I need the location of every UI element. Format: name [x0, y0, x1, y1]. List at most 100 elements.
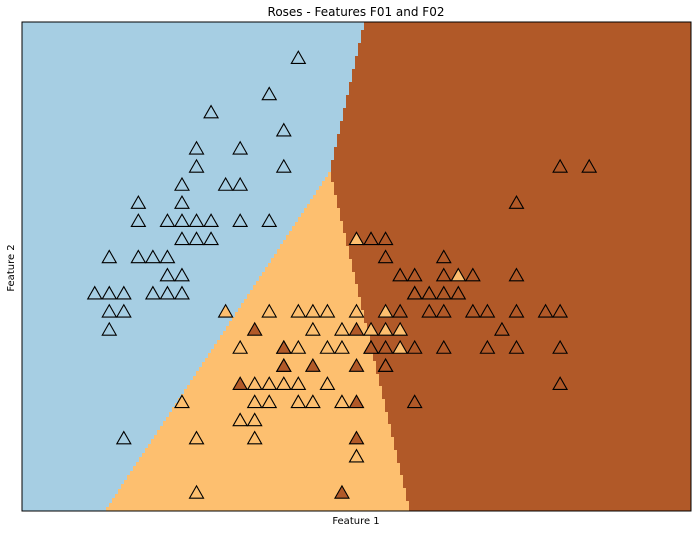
decision-region-class-1 — [346, 246, 349, 511]
data-point-class-0 — [159, 213, 176, 228]
decision-region-class-2 — [430, 22, 433, 511]
decision-region-class-2 — [433, 22, 436, 511]
data-point-class-1 — [348, 448, 365, 463]
decision-region-class-0 — [79, 22, 82, 511]
decision-region-class-0 — [70, 22, 73, 511]
decision-region-class-0 — [178, 22, 181, 398]
data-point-class-2 — [392, 267, 409, 282]
decision-region-class-0 — [190, 22, 193, 380]
data-point-class-0 — [174, 267, 190, 282]
data-point-class-1 — [290, 339, 307, 354]
data-point-class-0 — [188, 140, 205, 155]
decision-region-class-0 — [208, 22, 211, 353]
decision-region-class-1 — [391, 437, 394, 511]
decision-region-class-2 — [340, 121, 343, 221]
decision-region-class-0 — [250, 22, 253, 290]
decision-region-class-1 — [187, 385, 190, 511]
x-axis-label: Feature 1 — [332, 516, 379, 527]
data-point-class-1 — [188, 484, 205, 499]
data-point-class-2 — [232, 376, 249, 391]
decision-region-class-0 — [28, 22, 31, 511]
decision-region-class-0 — [352, 22, 355, 69]
decision-region-class-0 — [142, 22, 145, 453]
decision-region-class-1 — [112, 498, 115, 511]
data-point-class-2 — [508, 303, 525, 318]
decision-region-class-0 — [196, 22, 199, 371]
decision-region-class-0 — [73, 22, 76, 511]
decision-region-class-0 — [85, 22, 88, 511]
decision-region-class-1 — [214, 344, 217, 511]
data-point-class-2 — [377, 231, 394, 246]
data-point-class-0 — [101, 285, 118, 300]
decision-region-class-1 — [283, 240, 286, 511]
data-point-class-2 — [421, 303, 438, 318]
decision-region-class-1 — [160, 426, 163, 511]
decision-region-class-2 — [613, 22, 616, 511]
decision-region-class-0 — [247, 22, 250, 294]
decision-region-class-2 — [682, 22, 685, 511]
data-point-class-0 — [232, 140, 249, 155]
decision-region-class-1 — [274, 254, 277, 511]
data-point-class-1 — [275, 376, 292, 391]
decision-region-class-0 — [331, 22, 334, 160]
decision-region-class-1 — [298, 217, 301, 511]
decision-region-class-0 — [82, 22, 85, 511]
data-point-class-2 — [552, 339, 569, 354]
decision-region-class-0 — [175, 22, 178, 403]
decision-region-class-1 — [145, 448, 148, 511]
decision-region-class-2 — [421, 22, 424, 511]
decision-region-class-2 — [577, 22, 580, 511]
decision-region-class-0 — [130, 22, 133, 471]
decision-region-class-1 — [184, 389, 187, 511]
data-point-class-1 — [377, 321, 394, 336]
decision-region-class-2 — [403, 22, 406, 488]
data-point-class-0 — [203, 231, 220, 246]
data-point-class-1 — [188, 430, 205, 445]
decision-region-class-1 — [238, 308, 241, 511]
data-point-class-1 — [217, 303, 234, 318]
data-point-class-0 — [275, 158, 292, 173]
decision-region-class-0 — [325, 22, 328, 177]
data-point-class-2 — [246, 321, 263, 336]
decision-region-class-2 — [469, 22, 472, 511]
data-point-class-0 — [203, 213, 220, 228]
data-point-class-1 — [290, 376, 307, 391]
decision-region-class-1 — [178, 398, 181, 511]
data-point-class-0 — [130, 249, 147, 264]
decision-region-class-2 — [619, 22, 622, 511]
data-point-class-0 — [115, 430, 132, 445]
decision-region-class-1 — [277, 249, 280, 511]
data-point-class-0 — [174, 213, 190, 228]
data-point-class-1 — [304, 303, 321, 318]
data-point-class-2 — [406, 339, 423, 354]
decision-region-class-2 — [640, 22, 643, 511]
decision-region-class-2 — [616, 22, 619, 511]
decision-region-class-1 — [310, 199, 313, 511]
decision-region-class-0 — [136, 22, 139, 462]
data-point-class-1 — [246, 412, 263, 427]
decision-region-class-2 — [535, 22, 538, 511]
decision-region-class-0 — [25, 22, 28, 511]
data-point-class-0 — [130, 213, 147, 228]
data-point-class-2 — [552, 376, 569, 391]
decision-region-class-0 — [148, 22, 151, 444]
decision-region-class-0 — [223, 22, 226, 331]
data-point-class-2 — [275, 358, 292, 372]
decision-region-class-1 — [106, 507, 109, 511]
decision-region-class-1 — [205, 358, 208, 511]
data-point-class-0 — [261, 213, 278, 228]
decision-region-class-2 — [604, 22, 607, 511]
chart-title: Roses - Features F01 and F02 — [268, 5, 445, 19]
data-point-class-0 — [130, 195, 147, 209]
decision-region-class-0 — [346, 22, 349, 95]
decision-region-class-0 — [211, 22, 214, 349]
decision-region-class-0 — [217, 22, 220, 340]
decision-region-class-2 — [424, 22, 427, 511]
decision-region-class-0 — [172, 22, 175, 407]
data-point-class-1 — [261, 394, 278, 409]
decision-region-class-1 — [262, 272, 265, 511]
decision-region-class-2 — [346, 95, 349, 246]
decision-region-class-2 — [685, 22, 688, 511]
data-point-class-1 — [304, 394, 321, 409]
decision-region-class-1 — [175, 403, 178, 511]
